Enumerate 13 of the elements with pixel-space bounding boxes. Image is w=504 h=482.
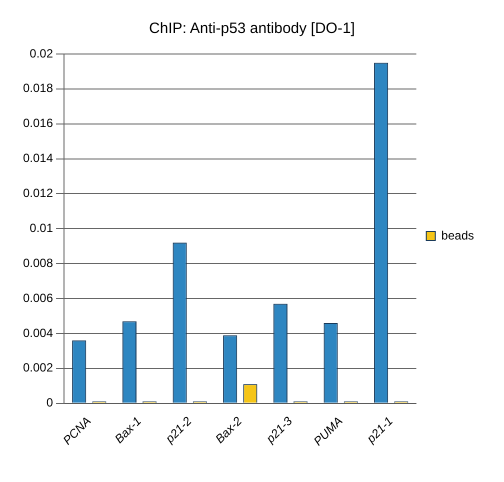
y-tick-label: 0.018 [23,81,54,96]
legend-label: beads [441,228,474,242]
y-tick-label: 0 [46,396,54,410]
y-tick-label: 0.01 [30,220,54,235]
y-tick-label: 0.012 [23,186,54,200]
y-tick-label: 0.014 [23,151,54,166]
y-tick-label: 0.004 [23,326,54,340]
y-tick-label: 0.02 [30,46,54,60]
y-tick-label: 0.006 [23,290,54,305]
y-tick-label: 0.008 [23,256,54,270]
y-tick-label: 0.002 [23,360,54,375]
chart-title: ChIP: Anti-p53 antibody [DO-1] [149,20,355,38]
y-tick-label: 0.016 [23,116,54,130]
